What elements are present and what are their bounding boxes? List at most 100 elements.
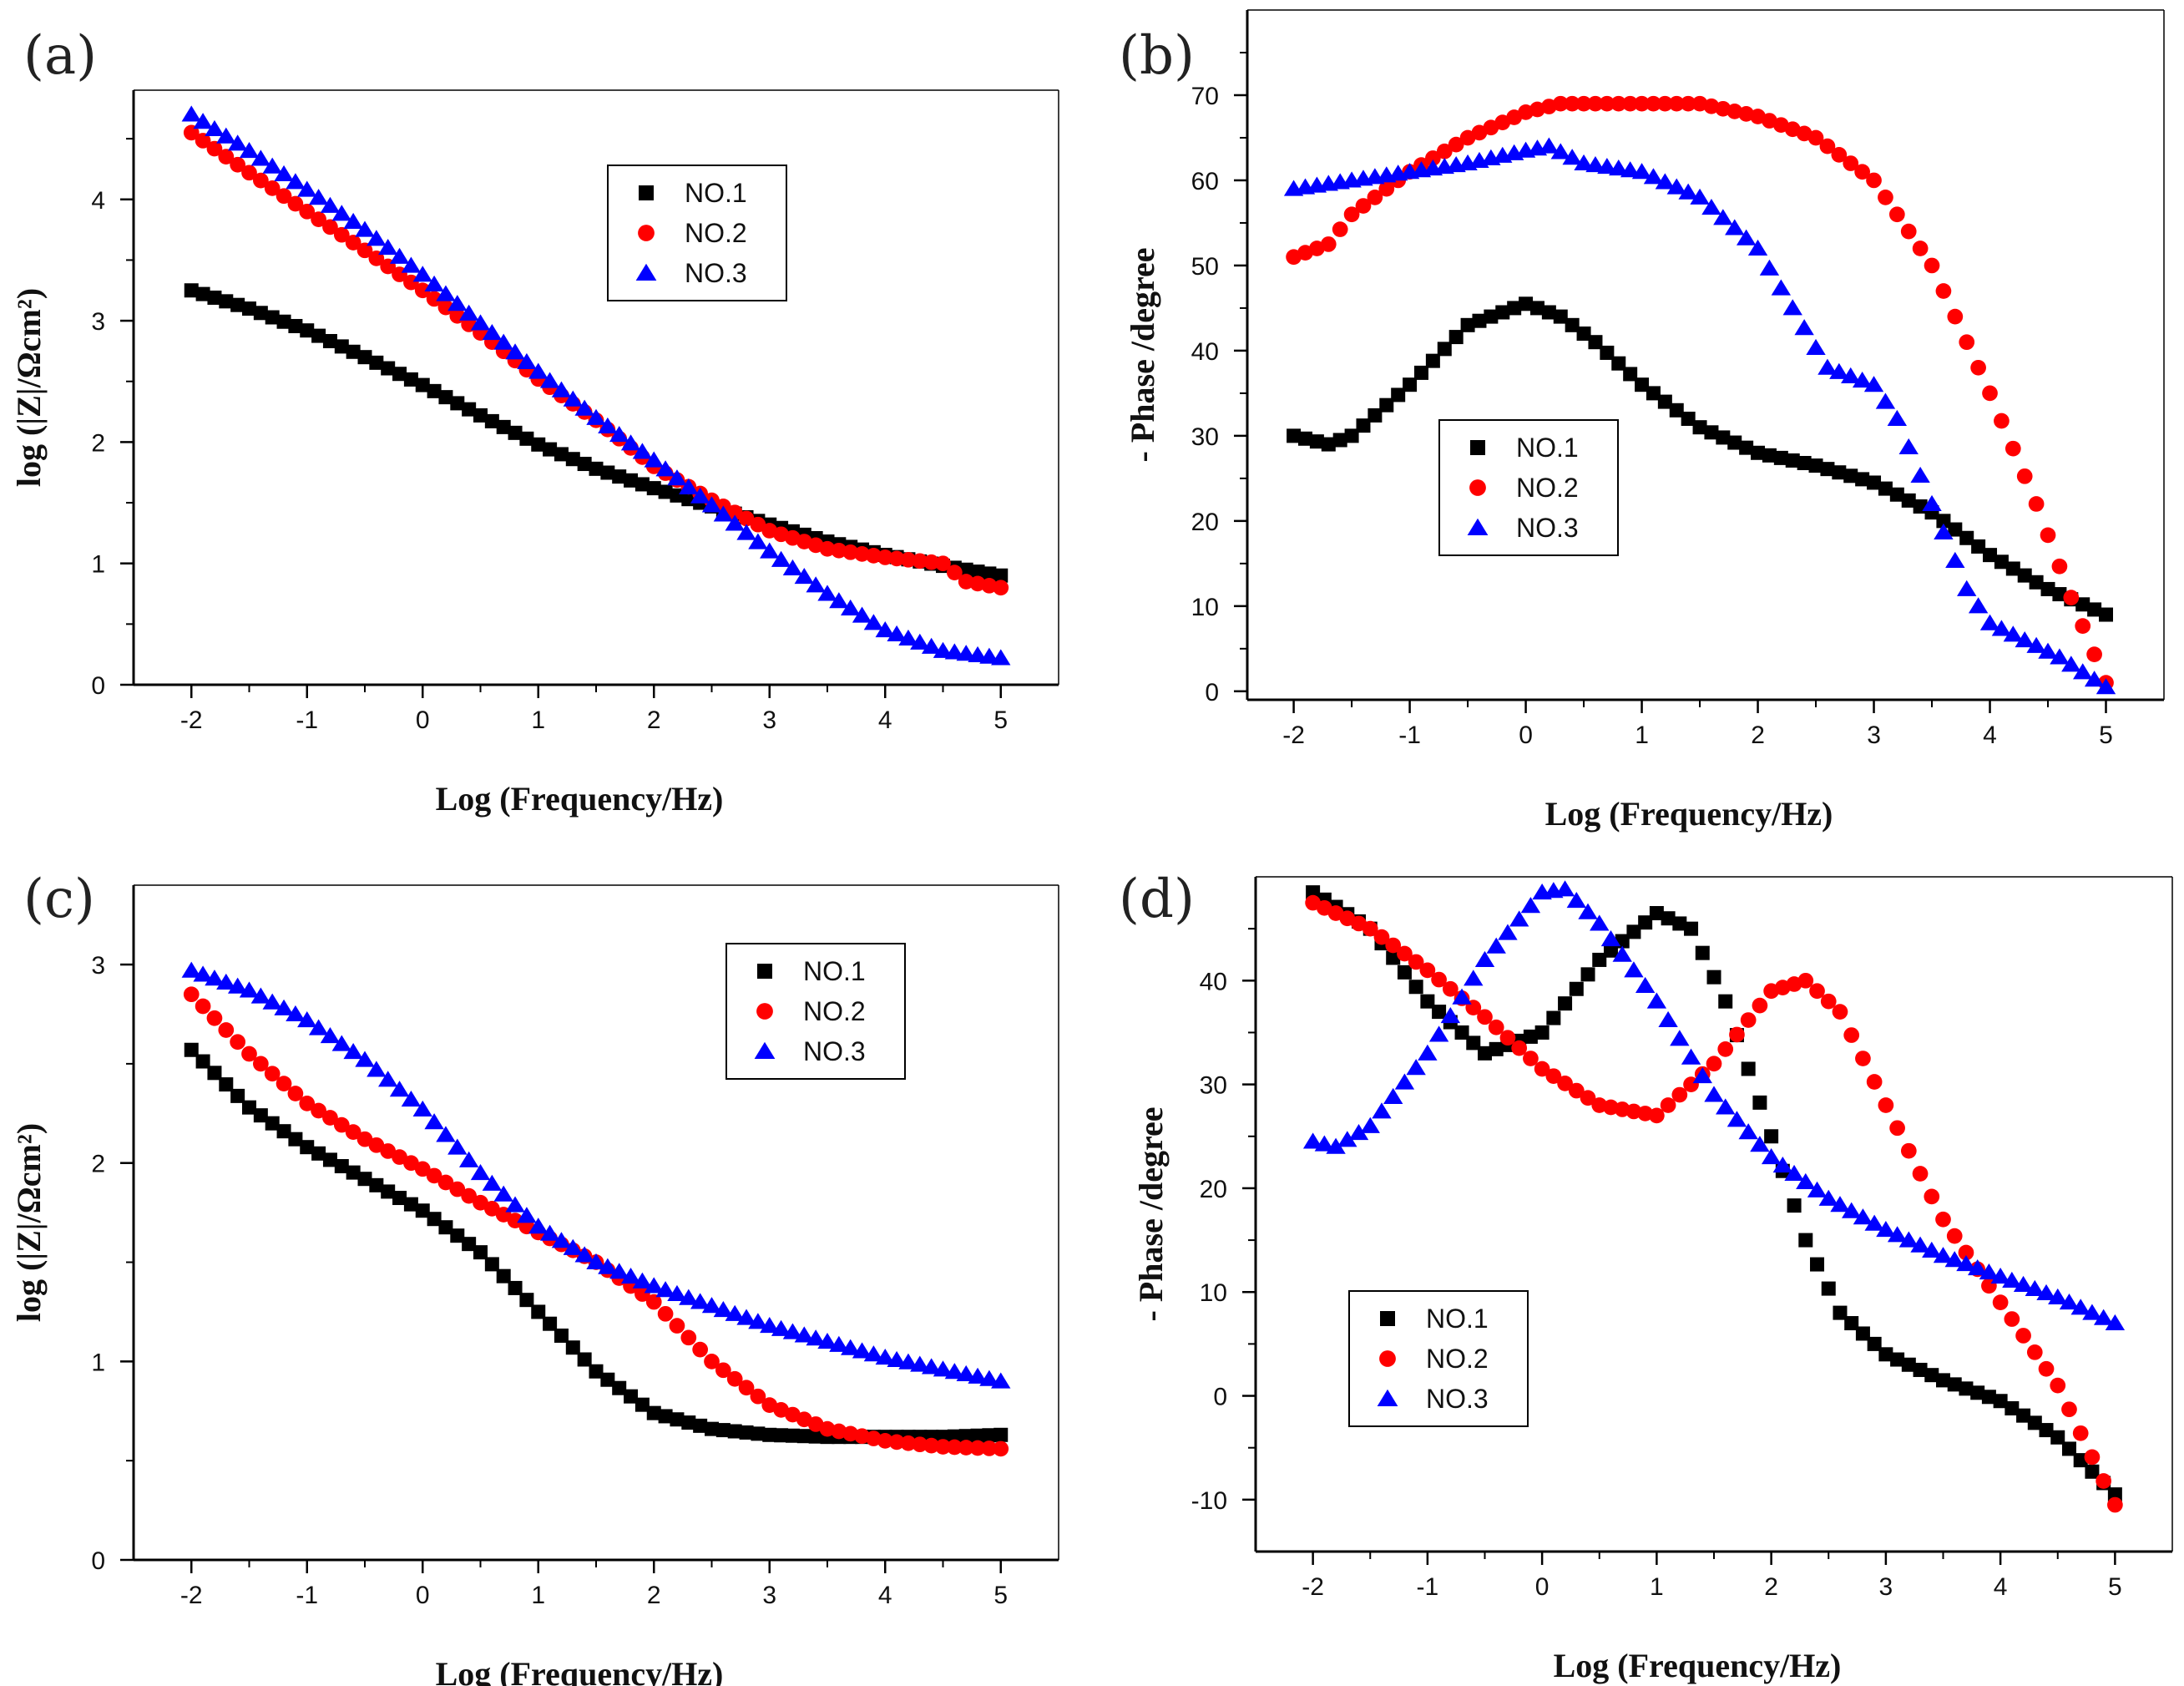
data-point xyxy=(577,1352,592,1367)
data-point xyxy=(401,1091,422,1107)
data-point xyxy=(912,1436,928,1453)
chart-panel-d: (d) -2 -1 0 1 2 3 4 5 -10 0 10 20 30 40 Log (Frequency… xyxy=(1092,843,2184,1686)
data-point xyxy=(1959,530,1974,545)
data-point xyxy=(1599,95,1615,112)
panel-label-b: (b) xyxy=(1119,25,1195,87)
data-point xyxy=(2061,656,2081,672)
data-point xyxy=(241,1046,257,1062)
legend-marker xyxy=(1379,1350,1396,1367)
data-point xyxy=(632,443,653,459)
data-point xyxy=(958,574,974,590)
data-point xyxy=(1553,309,1568,324)
data-point xyxy=(1936,514,1951,529)
data-point xyxy=(1649,1107,1665,1124)
data-point xyxy=(624,473,639,488)
data-point xyxy=(205,119,225,136)
legend-marker xyxy=(1469,479,1486,496)
data-point xyxy=(852,1342,872,1359)
data-point xyxy=(2036,1283,2056,1300)
data-point xyxy=(2093,1309,2114,1325)
data-point xyxy=(1655,173,1676,190)
data-point xyxy=(1900,1142,1917,1159)
data-point xyxy=(1466,1035,1481,1051)
data-point xyxy=(1817,358,1838,375)
data-point xyxy=(1592,952,1607,967)
data-point xyxy=(1534,1061,1550,1077)
data-point xyxy=(403,1197,418,1212)
data-point xyxy=(551,381,572,397)
legend-label: NO.3 xyxy=(803,1036,866,1066)
data-point xyxy=(991,1372,1011,1389)
data-point xyxy=(1362,920,1378,937)
data-point xyxy=(426,1167,442,1184)
data-point xyxy=(1454,1025,1469,1040)
data-point xyxy=(1841,367,1861,383)
data-point xyxy=(264,180,281,196)
data-point xyxy=(1569,981,1584,996)
data-point xyxy=(713,1300,734,1318)
data-point xyxy=(1785,453,1800,468)
data-point xyxy=(482,323,503,341)
data-point xyxy=(970,1428,985,1443)
data-point xyxy=(1373,929,1390,945)
data-point xyxy=(679,478,699,494)
data-point xyxy=(437,1174,454,1191)
data-point xyxy=(632,1272,653,1289)
data-point xyxy=(2075,618,2091,634)
data-point xyxy=(1890,1352,1905,1367)
data-point xyxy=(739,1425,754,1440)
data-point xyxy=(947,1439,963,1456)
data-point xyxy=(993,1427,1009,1442)
data-point xyxy=(311,1146,326,1161)
data-point xyxy=(1413,365,1428,380)
data-point xyxy=(1794,319,1814,336)
x-tick-label: 5 xyxy=(993,706,1008,734)
legend-marker xyxy=(754,1041,776,1059)
data-point xyxy=(751,1426,766,1441)
data-point xyxy=(1771,279,1792,296)
legend-label: NO.2 xyxy=(803,996,866,1026)
y-tick-label: 0 xyxy=(1213,1384,1227,1411)
data-point xyxy=(1657,95,1673,112)
data-point xyxy=(1810,1257,1825,1272)
data-point xyxy=(2015,630,2035,648)
panel-label-a: (a) xyxy=(23,25,98,87)
data-point xyxy=(473,408,488,423)
data-point xyxy=(715,1362,731,1379)
data-point xyxy=(738,1380,755,1396)
y-tick-label: 70 xyxy=(1191,83,1219,110)
legend: NO.1 NO.2 NO.3 xyxy=(1348,1290,1529,1427)
data-point xyxy=(1796,1172,1816,1189)
data-point xyxy=(794,568,814,585)
data-point xyxy=(276,188,292,205)
data-point xyxy=(253,172,269,189)
data-point xyxy=(218,1022,235,1038)
data-point xyxy=(1600,929,1621,947)
data-point xyxy=(782,1323,803,1339)
data-point xyxy=(982,566,997,581)
data-point xyxy=(1968,597,1989,614)
data-point xyxy=(1603,943,1618,958)
y-tick-label: 40 xyxy=(1200,968,1227,995)
legend-label: NO.2 xyxy=(1426,1344,1489,1374)
data-point xyxy=(403,1155,419,1172)
data-point xyxy=(195,286,210,301)
data-point xyxy=(1878,189,1893,205)
data-point xyxy=(1752,997,1768,1014)
data-point xyxy=(600,1372,615,1387)
data-point xyxy=(1420,994,1435,1009)
data-point xyxy=(2084,1449,2101,1466)
data-point xyxy=(528,1218,549,1234)
data-point xyxy=(1634,95,1650,112)
data-point xyxy=(508,1280,523,1295)
data-point xyxy=(1646,992,1667,1009)
data-point xyxy=(1701,198,1721,215)
data-point xyxy=(381,1184,396,1199)
data-point xyxy=(1523,1051,1539,1066)
data-point xyxy=(1670,1030,1690,1046)
data-point xyxy=(644,1277,664,1294)
data-point xyxy=(1855,472,1870,487)
data-point xyxy=(690,487,710,504)
data-point xyxy=(1668,95,1685,112)
